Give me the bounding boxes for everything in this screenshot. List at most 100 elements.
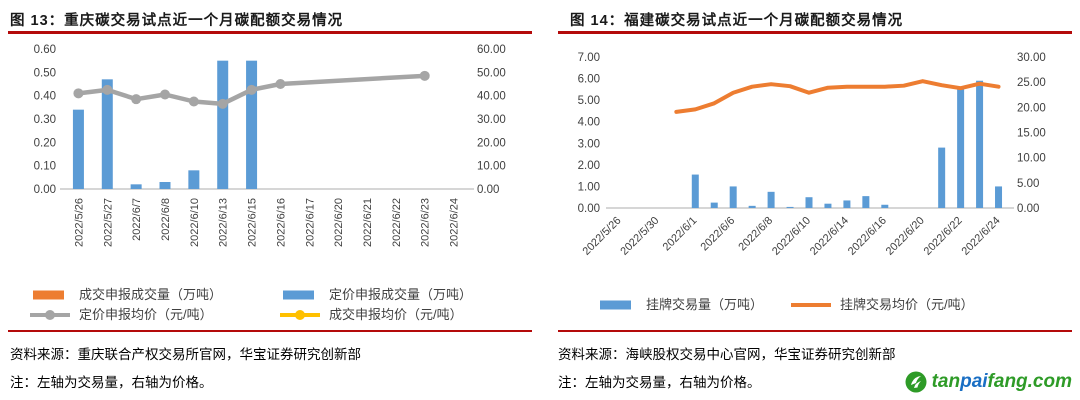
- chongqing-chart-legend: 成交申报成交量（万吨） 定价申报成交量（万吨） 定价申报均价（元/吨） 成交申报均价（…: [0, 280, 540, 330]
- line-marker: [73, 88, 84, 99]
- legend-label: 成交申报均价（元/吨）: [329, 307, 463, 322]
- line-marker: [275, 79, 286, 89]
- bar: [246, 60, 258, 190]
- y-tick-label: 5.00: [1017, 178, 1039, 190]
- figure-13-panel: 图 13：重庆碳交易试点近一个月碳配额交易情况 0.00 0.10 0.20 0.30…: [0, 13, 540, 398]
- line-marker: [419, 70, 430, 81]
- y-tick-label: 0.00: [34, 184, 56, 196]
- y-tick-label: 60.00: [477, 44, 506, 56]
- y-tick-label: 0.00: [578, 203, 600, 215]
- bar: [824, 203, 832, 208]
- bar: [805, 197, 813, 208]
- legend-item: 定价申报均价（元/吨）: [28, 305, 278, 325]
- x-tick-label: 2022/5/26: [581, 215, 624, 258]
- y-tick-label: 30.00: [477, 114, 506, 126]
- x-tick-label: 2022/6/13: [218, 198, 230, 247]
- y-tick-label: 5.00: [578, 95, 600, 107]
- x-tick-label: 2022/6/1: [661, 215, 700, 254]
- line-marker: [160, 89, 170, 100]
- bar: [691, 174, 699, 208]
- legend-label: 挂牌交易均价（元/吨）: [840, 297, 974, 312]
- legend-item: 成交申报成交量（万吨）: [28, 285, 278, 305]
- x-tick-label: 2022/6/20: [333, 198, 345, 247]
- legend-bar-swatch: [33, 290, 64, 300]
- y-tick-label: 20.00: [477, 137, 506, 149]
- y-tick-label: 50.00: [477, 67, 506, 79]
- figure-13-footnotes: 资料来源：重庆联合产权交易所官网，华宝证券研究创新部 注：左轴为交易量，右轴为价…: [0, 332, 540, 398]
- y-tick-label: 40.00: [477, 91, 506, 103]
- swatch: [33, 290, 64, 300]
- y-tick-label: 15.00: [1017, 128, 1046, 140]
- y-tick-label: 20.00: [1017, 102, 1046, 114]
- fujian-carbon-chart: 0.00 1.00 2.00 3.00 4.00 5.00 6.00 7.00 0.00 5.00…: [578, 52, 1046, 258]
- bar: [976, 80, 984, 208]
- legend-label: 成交申报成交量（万吨）: [79, 287, 223, 302]
- bar: [217, 60, 229, 190]
- bar: [862, 196, 870, 208]
- source-text: 资料来源：重庆联合产权交易所官网，华宝证券研究创新部: [10, 347, 361, 362]
- source-text: 资料来源：海峡股权交易中心官网，华宝证券研究创新部: [558, 347, 896, 362]
- line-marker: [246, 84, 257, 95]
- x-tick-label: 2022/6/7: [131, 198, 143, 241]
- legend-item: 挂牌交易均价（元/吨）: [789, 295, 974, 315]
- bar: [729, 186, 737, 208]
- y-tick-label: 3.00: [578, 138, 600, 150]
- figure-14-title: 图 14：福建碳交易试点近一个月碳配额交易情况: [570, 13, 904, 29]
- x-tick-label: 2022/6/21: [362, 198, 374, 247]
- y-tick-label: 1.00: [578, 181, 600, 193]
- y-tick-label: 6.00: [578, 74, 600, 86]
- tanpaifang-leaf-icon: [905, 371, 927, 393]
- bar: [786, 206, 794, 208]
- x-tick-label: 2022/6/23: [420, 198, 432, 247]
- x-tick-label: 2022/6/14: [808, 215, 851, 258]
- x-tick-label: 2022/6/24: [449, 198, 461, 247]
- x-tick-label: 2022/6/22: [922, 215, 965, 258]
- bar: [188, 170, 200, 189]
- x-tick-label: 2022/5/26: [73, 198, 85, 247]
- y-tick-label: 4.00: [578, 117, 600, 129]
- line-marker: [102, 84, 113, 95]
- bar: [72, 109, 84, 189]
- figure-14-footnotes: 资料来源：海峡股权交易中心官网，华宝证券研究创新部 注：左轴为交易量，右轴为价格…: [540, 332, 1080, 398]
- legend-item: 定价申报成交量（万吨）: [278, 285, 528, 305]
- legend-bar-swatch: [283, 290, 314, 300]
- y-tick-label: 0.40: [34, 91, 56, 103]
- y-tick-label: 0.30: [34, 114, 56, 126]
- x-tick-label: 2022/6/8: [736, 215, 775, 254]
- figure-14-panel: 图 14：福建碳交易试点近一个月碳配额交易情况 0.00 1.00 2.00 3.00…: [540, 0, 1080, 400]
- legend-line-swatch: [30, 310, 70, 320]
- bar: [957, 89, 965, 208]
- x-tick-label: 2022/6/22: [391, 198, 403, 247]
- chongqing-carbon-chart: 0.00 0.10 0.20 0.30 0.40 0.50 0.60 0.00 10.00 20.…: [34, 44, 506, 247]
- y-tick-label: 10.00: [477, 161, 506, 173]
- bar: [843, 200, 851, 208]
- figure-13-title: 图 13：重庆碳交易试点近一个月碳配额交易情况: [10, 13, 344, 29]
- bar: [130, 184, 142, 189]
- x-tick-label: 2022/6/6: [699, 215, 738, 254]
- legend-item: 成交申报均价（元/吨）: [278, 305, 528, 325]
- line-marker: [217, 98, 228, 109]
- legend-bar-swatch: [600, 300, 631, 310]
- y-tick-label: 0.10: [34, 161, 56, 173]
- y-tick-label: 0.00: [1017, 203, 1039, 215]
- x-tick-label: 2022/6/16: [846, 215, 889, 258]
- swatch-marker: [45, 310, 55, 320]
- y-tick-label: 0.20: [34, 137, 56, 149]
- swatch-marker: [295, 310, 305, 320]
- logo-text-part: pai: [960, 371, 988, 392]
- x-tick-label: 2022/6/16: [275, 198, 287, 247]
- legend-label: 定价申报成交量（万吨）: [329, 287, 473, 302]
- bar: [710, 202, 718, 208]
- line-marker: [188, 96, 199, 107]
- legend-line-swatch: [280, 310, 320, 320]
- x-tick-label: 2022/6/24: [960, 215, 1003, 258]
- line-marker: [131, 94, 142, 105]
- fujian-chart-legend: 挂牌交易量（万吨） 挂牌交易均价（元/吨）: [540, 280, 1080, 330]
- section-divider: [8, 330, 532, 332]
- x-tick-label: 2022/6/15: [247, 198, 259, 247]
- logo-text-part: fang.com: [987, 371, 1072, 392]
- legend-line-swatch: [791, 303, 832, 307]
- swatch: [283, 290, 314, 300]
- bar: [748, 205, 756, 208]
